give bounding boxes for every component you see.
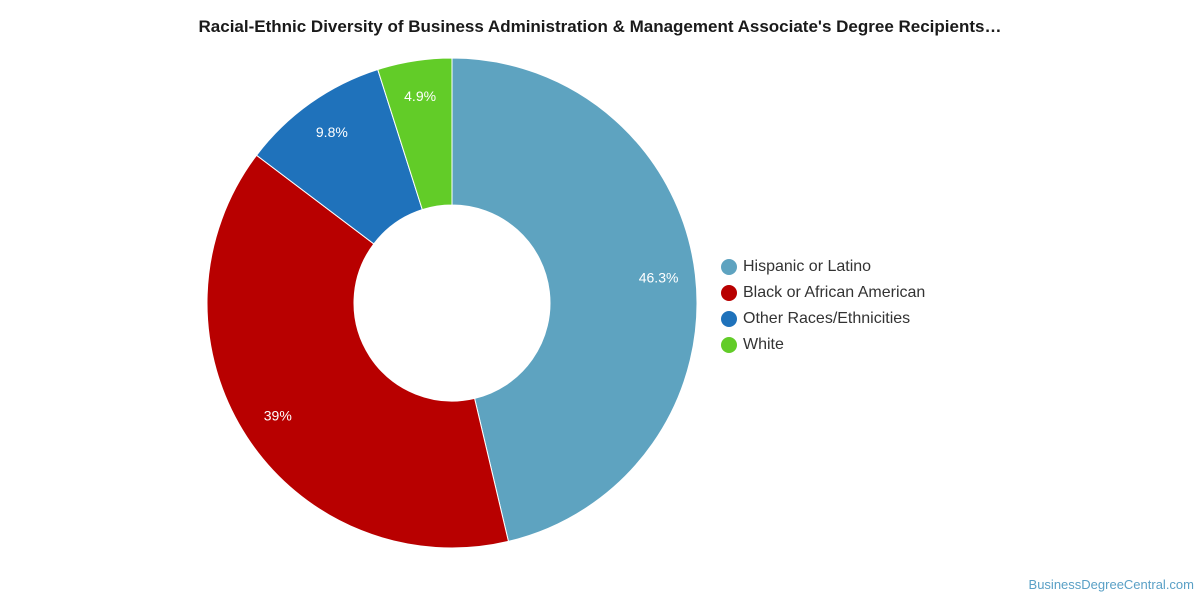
legend-item-white[interactable]: White <box>721 332 925 358</box>
legend-swatch-icon <box>721 259 737 275</box>
donut-slice-white[interactable] <box>377 57 453 211</box>
donut-slice-hispanic-or-latino[interactable] <box>451 57 698 543</box>
legend-label: Hispanic or Latino <box>743 258 872 275</box>
donut-slice-black-or-african-american[interactable] <box>206 154 510 549</box>
legend-swatch-icon <box>721 311 737 327</box>
slice-value-label: 4.9% <box>404 88 436 104</box>
legend-label: Other Races/Ethnicities <box>743 310 911 327</box>
legend-label: White <box>743 336 784 353</box>
legend-item-black-or-african-american[interactable]: Black or African American <box>721 280 925 306</box>
slice-value-label: 46.3% <box>639 270 679 286</box>
legend-swatch-icon <box>721 337 737 353</box>
slice-value-label: 39% <box>264 407 292 423</box>
legend-swatch-icon <box>721 285 737 301</box>
legend-item-other-races-ethnicities[interactable]: Other Races/Ethnicities <box>721 306 925 332</box>
legend-label: Black or African American <box>743 284 926 301</box>
legend-item-hispanic-or-latino[interactable]: Hispanic or Latino <box>721 254 925 280</box>
slice-value-label: 9.8% <box>316 124 348 140</box>
chart-title: Racial-Ethnic Diversity of Business Admi… <box>198 17 1002 36</box>
legend: Hispanic or Latino Black or African Amer… <box>721 254 925 358</box>
site-watermark[interactable]: BusinessDegreeCentral.com <box>1028 577 1194 592</box>
